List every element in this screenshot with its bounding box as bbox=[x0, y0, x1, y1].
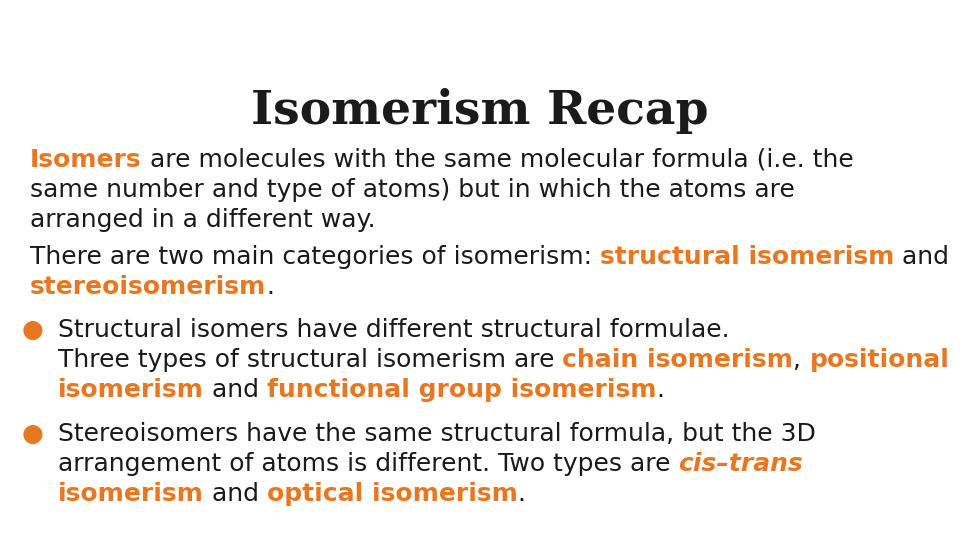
Text: stereoisomerism: stereoisomerism bbox=[30, 275, 266, 299]
Text: There are two main categories of isomerism:: There are two main categories of isomeri… bbox=[30, 245, 600, 269]
Text: Structural isomers have different structural formulae.: Structural isomers have different struct… bbox=[58, 318, 730, 342]
Text: chain isomerism: chain isomerism bbox=[563, 348, 793, 372]
Text: functional group isomerism: functional group isomerism bbox=[267, 378, 657, 402]
Text: isomerism: isomerism bbox=[58, 482, 204, 506]
Text: .: . bbox=[517, 482, 526, 506]
Text: same number and type of atoms) but in which the atoms are: same number and type of atoms) but in wh… bbox=[30, 178, 795, 202]
Text: isomerism: isomerism bbox=[58, 378, 204, 402]
Text: positional: positional bbox=[809, 348, 949, 372]
Text: ●: ● bbox=[22, 318, 44, 342]
Text: arrangement of atoms is different. Two types are: arrangement of atoms is different. Two t… bbox=[58, 452, 679, 476]
Text: Isomerism Recap: Isomerism Recap bbox=[252, 88, 708, 134]
Text: and: and bbox=[204, 482, 267, 506]
Text: are molecules with the same molecular formula (i.e. the: are molecules with the same molecular fo… bbox=[142, 148, 853, 172]
Text: Isomers: Isomers bbox=[30, 148, 142, 172]
Text: arranged in a different way.: arranged in a different way. bbox=[30, 208, 375, 232]
Text: optical isomerism: optical isomerism bbox=[267, 482, 517, 506]
Text: and: and bbox=[895, 245, 949, 269]
Text: .: . bbox=[266, 275, 275, 299]
Text: cis–trans: cis–trans bbox=[679, 452, 804, 476]
Text: and: and bbox=[204, 378, 267, 402]
Text: structural isomerism: structural isomerism bbox=[600, 245, 895, 269]
Text: ,: , bbox=[793, 348, 809, 372]
Text: Three types of structural isomerism are: Three types of structural isomerism are bbox=[58, 348, 563, 372]
Text: ●: ● bbox=[22, 422, 44, 446]
Text: .: . bbox=[657, 378, 664, 402]
Text: Stereoisomers have the same structural formula, but the 3D: Stereoisomers have the same structural f… bbox=[58, 422, 816, 446]
